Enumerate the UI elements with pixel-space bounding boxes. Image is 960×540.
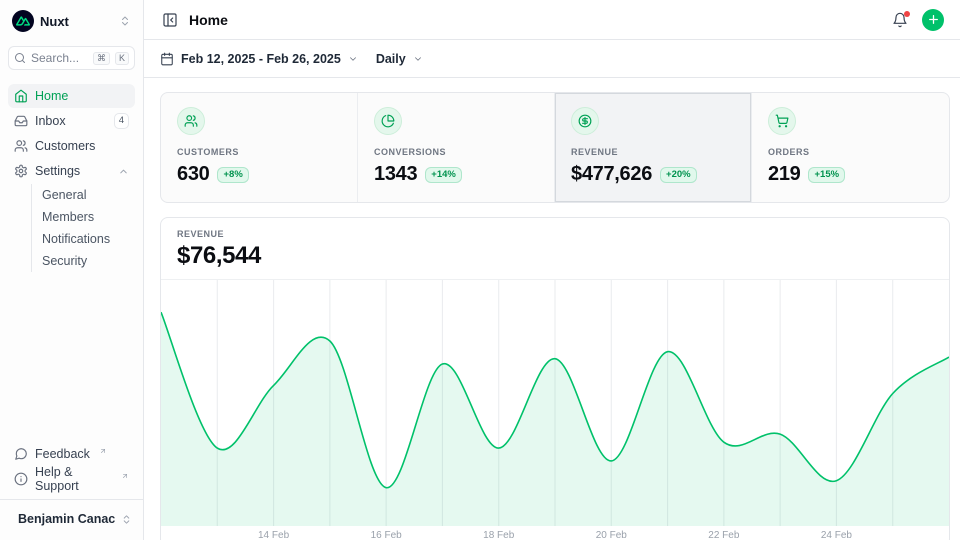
notification-dot — [904, 10, 910, 17]
page-title: Home — [189, 11, 228, 28]
home-icon — [14, 89, 28, 103]
search-icon — [14, 52, 26, 64]
chart-total-value: $76,544 — [177, 242, 261, 269]
kbd-cmd: ⌘ — [92, 51, 110, 65]
chart-x-axis-labels: 14 Feb 16 Feb 18 Feb 20 Feb 22 Feb 24 Feb — [161, 526, 949, 540]
chevron-down-icon — [348, 54, 358, 64]
dashboard-content: CUSTOMERS 630 +8% CONVERSIONS 1343 +14% — [144, 78, 960, 540]
stat-label: ORDERS — [768, 147, 810, 157]
stat-delta-badge: +14% — [425, 166, 462, 183]
stat-label: CUSTOMERS — [177, 147, 239, 157]
workspace-switcher[interactable]: Nuxt — [8, 8, 135, 34]
notifications-button[interactable] — [890, 10, 910, 30]
stat-card-orders[interactable]: ORDERS 219 +15% — [752, 93, 949, 202]
sidebar-subitem-general[interactable]: General — [42, 188, 87, 202]
users-icon — [177, 107, 205, 135]
external-link-icon — [99, 447, 107, 455]
inbox-icon — [14, 114, 28, 128]
stat-label: REVENUE — [571, 147, 619, 157]
chart-canvas — [161, 280, 949, 527]
external-link-icon — [121, 472, 129, 480]
calendar-icon — [160, 52, 174, 66]
period-label: Daily — [375, 51, 406, 66]
stat-value: $477,626 — [571, 163, 653, 185]
stat-card-conversions[interactable]: CONVERSIONS 1343 +14% — [358, 93, 555, 202]
sidebar-item-inbox[interactable]: Inbox 4 — [8, 109, 135, 133]
stat-card-revenue[interactable]: REVENUE $477,626 +20% — [555, 93, 752, 202]
sidebar-subitem-members[interactable]: Members — [42, 210, 95, 224]
sidebar-subitem-notifications[interactable]: Notifications — [42, 232, 111, 246]
sidebar-item-home[interactable]: Home — [8, 84, 135, 108]
add-button[interactable] — [922, 8, 944, 31]
stat-value: 630 — [177, 163, 210, 185]
cart-icon — [768, 107, 796, 135]
x-axis-tick-label: 22 Feb — [708, 530, 740, 540]
sidebar-footer: Feedback Help & Support Benjamin Canac — [0, 442, 143, 532]
sidebar: Nuxt Search... ⌘ K Home Inbox 4 — [0, 0, 144, 540]
plus-icon — [927, 13, 940, 26]
search-input[interactable]: Search... ⌘ K — [8, 46, 135, 70]
chevrons-up-down-icon — [119, 15, 131, 27]
user-name: Benjamin Canac — [18, 512, 116, 526]
stat-delta-badge: +15% — [808, 166, 846, 183]
x-axis-tick-label: 16 Feb — [370, 530, 402, 540]
x-axis-tick-label: 24 Feb — [820, 530, 852, 540]
sidebar-item-help-support[interactable]: Help & Support — [8, 465, 135, 493]
sidebar-divider — [0, 499, 143, 500]
stat-value: 1343 — [374, 163, 418, 185]
nuxt-logo — [12, 10, 34, 32]
bell-icon — [892, 12, 908, 28]
stat-card-customers[interactable]: CUSTOMERS 630 +8% — [161, 93, 358, 202]
x-axis-tick-label: 14 Feb — [257, 530, 290, 540]
chevron-up-icon — [118, 166, 129, 177]
sidebar-collapse-button[interactable] — [160, 10, 180, 30]
main-area: Home Feb 12, 2025 - Feb 26, 2025 — [144, 0, 960, 540]
dollar-circle-icon — [571, 107, 599, 135]
x-axis-tick-label: 20 Feb — [595, 530, 627, 540]
sidebar-subitem-security[interactable]: Security — [42, 254, 88, 268]
filters-toolbar: Feb 12, 2025 - Feb 26, 2025 Daily — [144, 40, 960, 78]
period-select[interactable]: Daily — [376, 52, 423, 66]
stat-delta-badge: +8% — [217, 166, 249, 183]
chevron-down-icon — [413, 54, 423, 64]
inbox-count-badge: 4 — [113, 113, 129, 129]
panel-left-icon — [162, 12, 178, 28]
workspace-name: Nuxt — [40, 13, 69, 29]
sidebar-item-feedback[interactable]: Feedback — [8, 442, 135, 466]
chart-title: REVENUE — [177, 229, 225, 239]
date-range-label: Feb 12, 2025 - Feb 26, 2025 — [181, 51, 341, 66]
search-placeholder: Search... — [31, 51, 80, 65]
chart-header: REVENUE $76,544 — [161, 218, 949, 280]
x-axis-tick-label: 18 Feb — [483, 530, 515, 540]
user-menu[interactable]: Benjamin Canac — [8, 506, 135, 532]
date-range-picker[interactable]: Feb 12, 2025 - Feb 26, 2025 — [160, 52, 358, 66]
users-icon — [14, 139, 28, 153]
chevrons-up-down-icon — [121, 514, 132, 525]
stat-delta-badge: +20% — [660, 166, 697, 183]
message-bubble-icon — [14, 447, 28, 461]
revenue-area-chart[interactable] — [161, 280, 949, 527]
info-circle-icon — [14, 472, 28, 486]
gear-icon — [14, 164, 28, 178]
stats-row: CUSTOMERS 630 +8% CONVERSIONS 1343 +14% — [160, 92, 950, 203]
sidebar-item-settings[interactable]: Settings — [8, 159, 135, 183]
revenue-chart-card: REVENUE $76,544 14 Feb 16 Feb 18 Feb 20 Feb… — [160, 217, 950, 540]
page-header: Home — [144, 0, 960, 40]
stat-label: CONVERSIONS — [374, 147, 447, 157]
stat-value: 219 — [768, 163, 801, 185]
pie-chart-icon — [374, 107, 402, 135]
sidebar-nav: Home Inbox 4 Customers Settings Genera — [8, 84, 135, 272]
settings-subnav: General Members Notifications Security — [31, 184, 135, 272]
kbd-k: K — [114, 51, 129, 65]
sidebar-item-customers[interactable]: Customers — [8, 134, 135, 158]
